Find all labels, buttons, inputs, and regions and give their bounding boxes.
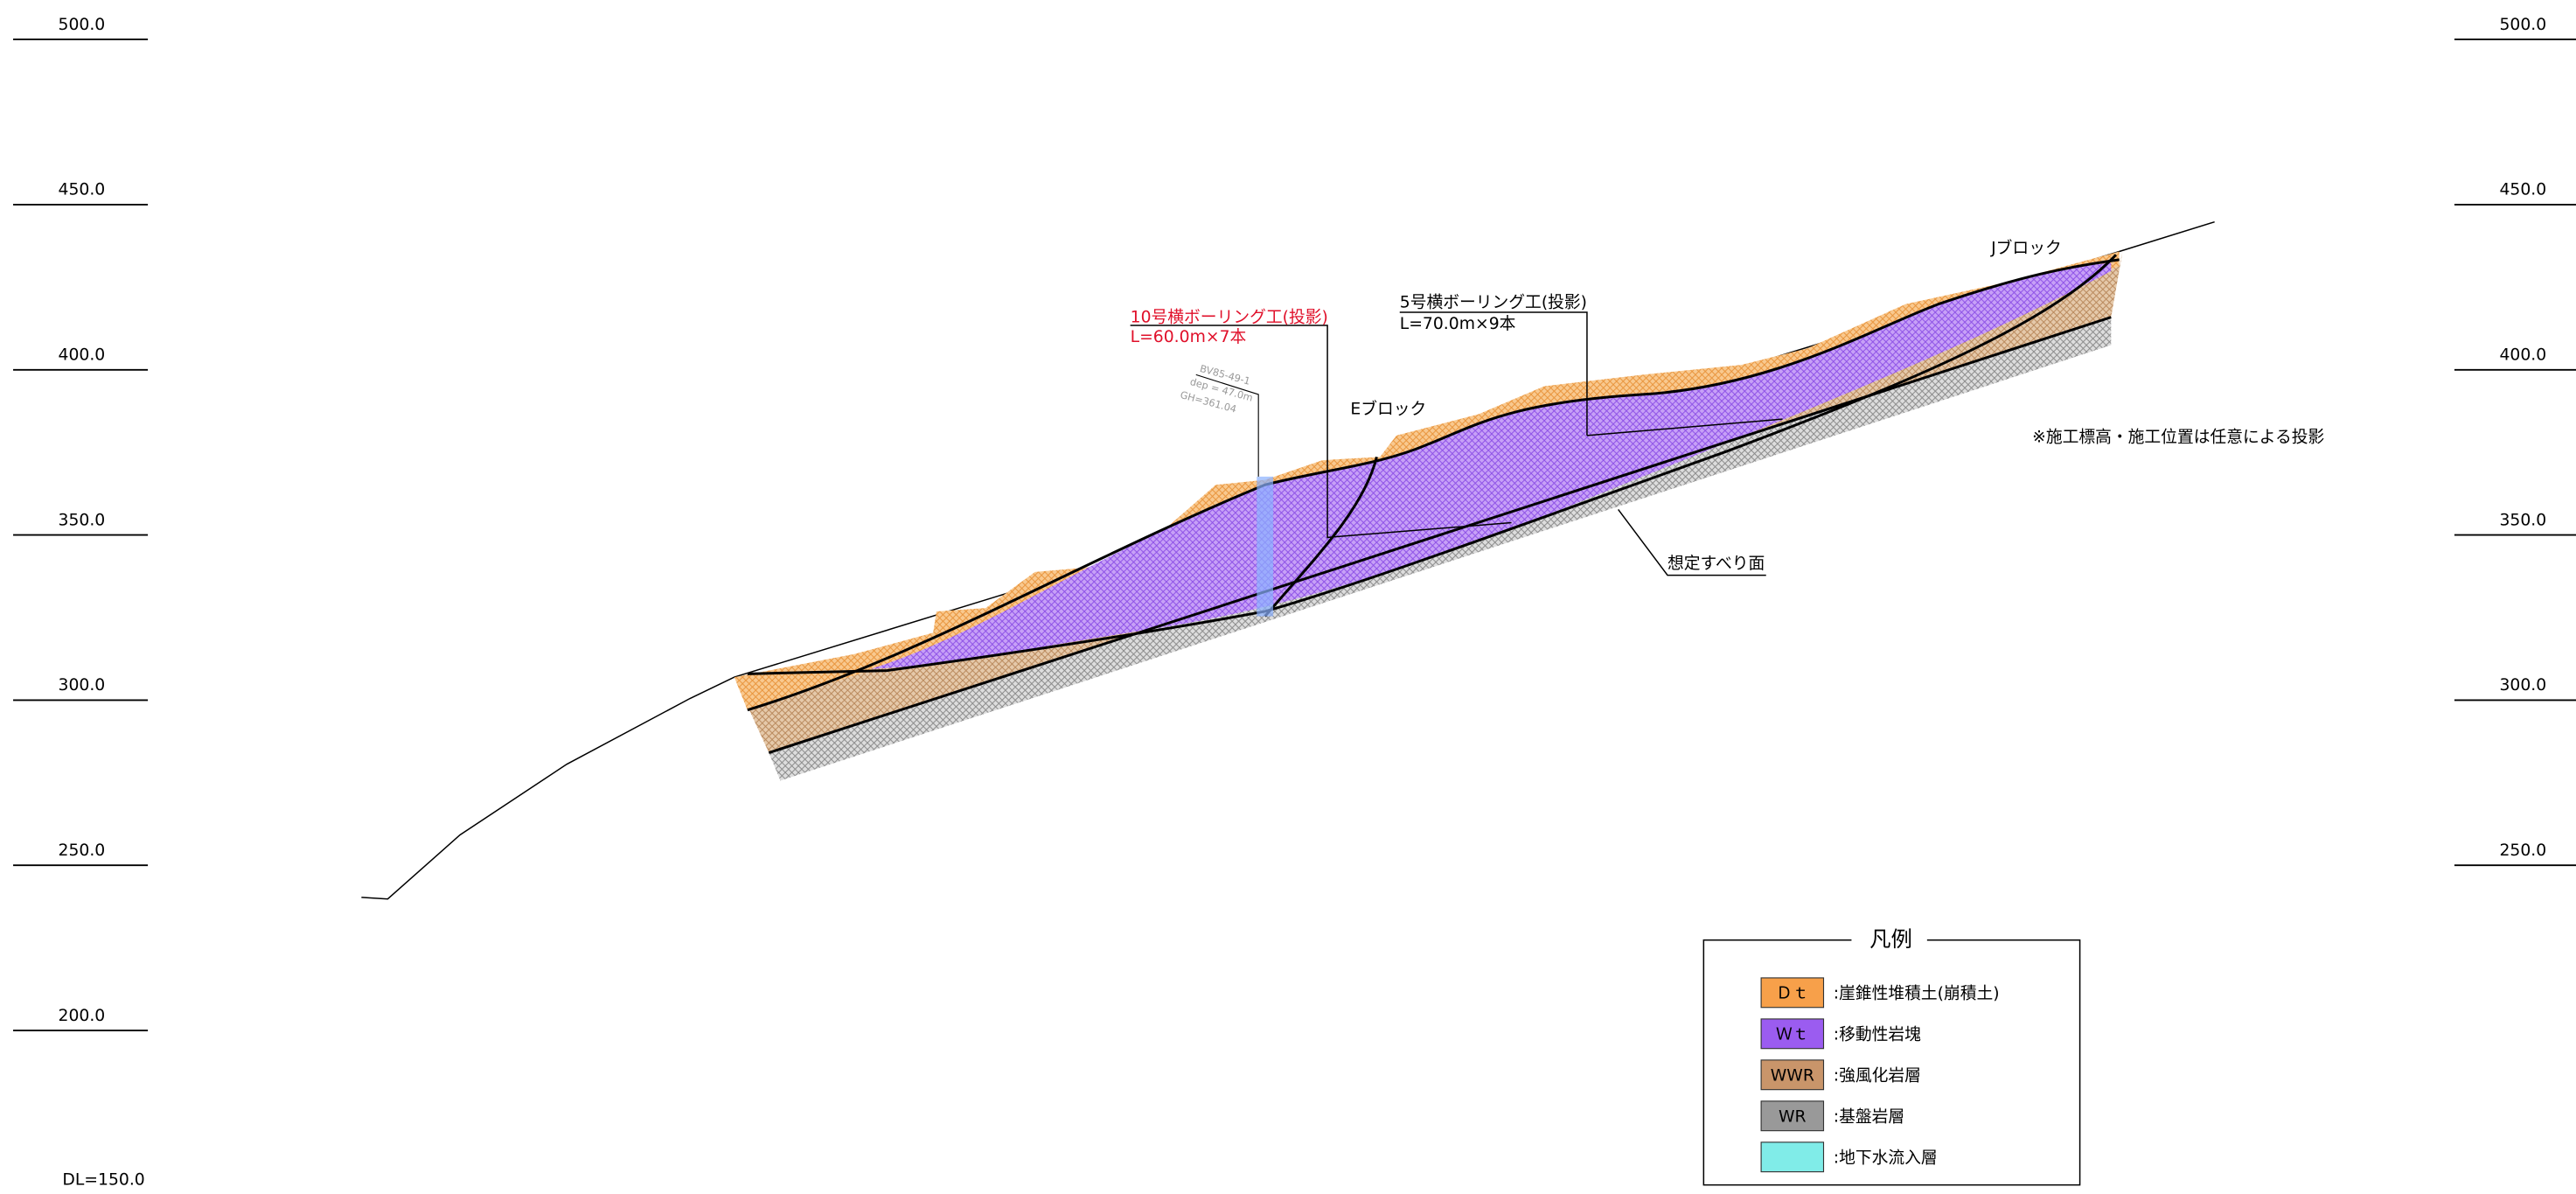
legend-swatch <box>1760 977 1825 1009</box>
legend-swatch <box>1760 1142 1825 1173</box>
annotation: L=70.0m×9本 <box>1400 314 1516 333</box>
elevation-label: 300.0 <box>2499 676 2546 695</box>
annotation: 5号横ボーリング工(投影) <box>1400 292 1587 311</box>
legend-title-bg <box>1851 926 1927 953</box>
elevation-label: 350.0 <box>2499 511 2546 529</box>
annotation: Eブロック <box>1350 398 1426 418</box>
slip-leader <box>1618 509 1766 576</box>
legend-code: WWR <box>1771 1066 1814 1085</box>
borehole <box>1257 476 1274 617</box>
annotation: 想定すべり面 <box>1667 554 1765 573</box>
legend-label: :強風化岩層 <box>1834 1065 1921 1085</box>
legend-title: 凡例 <box>1869 926 1912 952</box>
boundaries <box>747 254 2120 754</box>
legend-code: Ｗｔ <box>1776 1025 1809 1044</box>
annotation: L=60.0m×7本 <box>1131 327 1247 346</box>
annotation: Jブロック <box>1990 237 2062 257</box>
elevation-label: 250.0 <box>59 841 106 860</box>
legend-label: :地下水流入層 <box>1834 1148 1938 1167</box>
legend-code: Ｄｔ <box>1776 984 1809 1002</box>
annotation: 10号横ボーリング工(投影) <box>1131 307 1328 326</box>
elevation-label: 350.0 <box>59 511 106 529</box>
elevation-label: 200.0 <box>59 1007 106 1025</box>
legend-label: :移動性岩塊 <box>1834 1024 1921 1044</box>
legend-swatch <box>1760 1059 1825 1091</box>
elevation-label: 250.0 <box>2499 841 2546 860</box>
red-leader <box>1130 325 1512 539</box>
borehole-leader <box>1195 374 1259 477</box>
elevation-label: 500.0 <box>2499 16 2546 34</box>
layer-wt <box>870 262 2112 669</box>
annotation: ※施工標高・施工位置は任意による投影 <box>2032 427 2324 446</box>
legend-label: :基盤岩層 <box>1834 1107 1904 1126</box>
elevation-label: 300.0 <box>59 676 106 695</box>
elevation-label: 450.0 <box>2499 181 2546 199</box>
leader <box>1399 311 1588 436</box>
elevation-label: 400.0 <box>59 346 106 364</box>
legend-code: WR <box>1779 1107 1807 1126</box>
elevation-label: 500.0 <box>59 16 106 34</box>
elevation-label: 400.0 <box>2499 346 2546 364</box>
legend-label: :崖錐性堆積土(崩積土) <box>1834 983 2000 1002</box>
legend-swatch <box>1760 1018 1825 1050</box>
green-leader <box>1586 418 1783 436</box>
legend-swatch <box>1760 1100 1825 1132</box>
elevation-label: 450.0 <box>59 181 106 199</box>
datum-label: DL=150.0 <box>62 1171 144 1190</box>
